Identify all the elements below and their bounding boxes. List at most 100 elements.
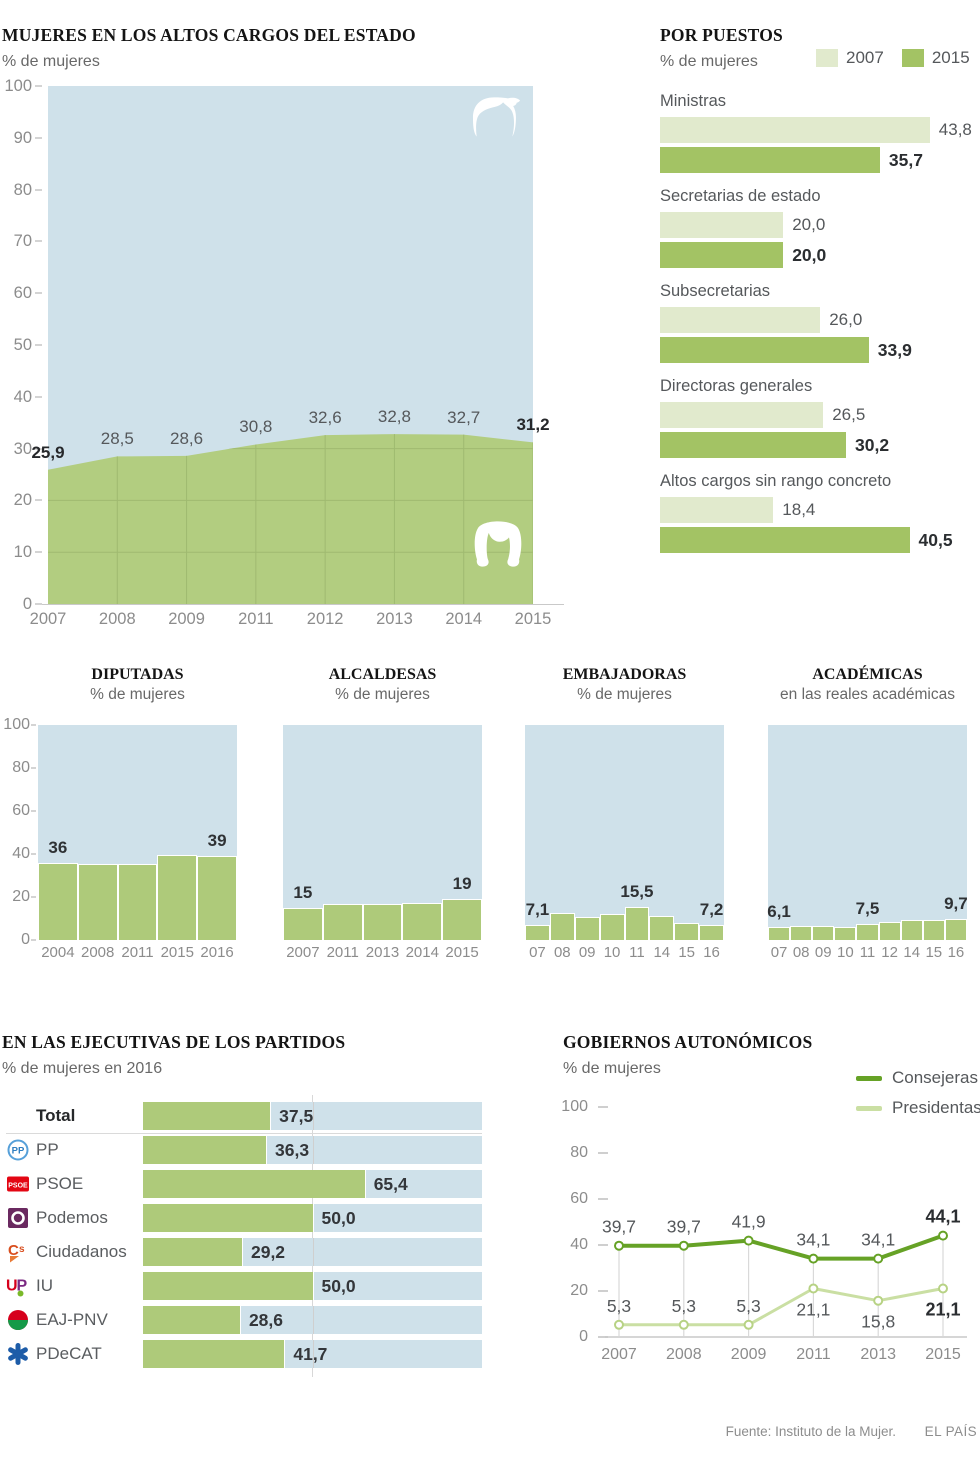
y-tick-label: 20 <box>12 888 30 905</box>
bar <box>768 926 791 940</box>
legend-item-presidentas: Presidentas <box>856 1098 980 1118</box>
bar-row: 30,2 <box>660 432 980 458</box>
y-tick-label: 20 <box>570 1282 588 1299</box>
bar-track: 29,2 <box>143 1238 482 1266</box>
no-icon <box>6 1104 36 1128</box>
legend-item-2007: 2007 <box>816 48 884 68</box>
bar-2007 <box>660 212 784 238</box>
bar-2007 <box>660 497 774 523</box>
svg-text:PP: PP <box>12 1146 25 1157</box>
bar <box>812 925 835 940</box>
y-tick-label: 80 <box>570 1144 588 1161</box>
area-chart-plot <box>48 86 533 604</box>
bar-value-label: 15 <box>293 882 313 902</box>
y-tick-mark <box>35 447 42 450</box>
bar-2015 <box>660 527 910 553</box>
x-tick-label: 2015 <box>925 1346 961 1363</box>
x-tick-label: 2007 <box>286 944 320 961</box>
bar-2007 <box>660 117 930 143</box>
bar-group: Secretarias de estado 20,0 20,0 <box>660 187 980 268</box>
bar-value: 65,4 <box>373 1174 408 1194</box>
x-tick-label: 2013 <box>365 944 400 961</box>
bar-2007 <box>660 307 821 333</box>
bars <box>768 725 967 940</box>
reference-line-50pct <box>312 1306 314 1334</box>
bar-plot-academicas: 6,1 7,5 9,7 <box>767 725 968 940</box>
bar-fill <box>143 1272 313 1300</box>
data-label: 31,2 <box>516 415 550 435</box>
grouped-bar-chart-por-puestos: Ministras 43,8 35,7 Secretarias de estado 20… <box>660 92 980 567</box>
legend-label-2015: 2015 <box>931 48 970 67</box>
bar <box>77 863 118 940</box>
bar-value: 26,0 <box>829 310 863 329</box>
x-tick-label: 2014 <box>445 610 483 628</box>
bar-fill <box>143 1204 313 1232</box>
svg-text:34,1: 34,1 <box>796 1230 830 1250</box>
reference-line-50pct <box>312 1238 314 1266</box>
bar-2015 <box>660 147 880 173</box>
bar-group: Ministras 43,8 35,7 <box>660 92 980 173</box>
x-tick-label: 2009 <box>168 610 205 628</box>
bar-row: 40,5 <box>660 527 980 553</box>
y-tick-mark <box>35 499 42 502</box>
y-tick-mark <box>31 939 36 941</box>
legend-gobiernos: Consejeras Presidentas <box>856 1068 980 1128</box>
bar-value-label: 7,5 <box>855 898 880 918</box>
bar <box>599 913 625 940</box>
bar-2015 <box>660 337 869 363</box>
y-tick-mark <box>31 810 36 812</box>
bar-value: 41,7 <box>293 1344 328 1364</box>
y-tick-label: 60 <box>13 284 32 303</box>
y-tick-mark <box>35 395 42 398</box>
x-tick-label: 15 <box>678 944 696 961</box>
reference-line-50pct <box>312 1272 314 1300</box>
bar-fill <box>143 1306 240 1334</box>
bar-value: 43,8 <box>938 120 972 139</box>
y-tick-label: 80 <box>12 759 30 776</box>
x-tick-label: 11 <box>859 944 876 961</box>
title-academicas: ACADÉMICAS <box>812 666 923 683</box>
title-gobiernos: GOBIERNOS AUTONÓMICOS <box>563 1032 813 1052</box>
title-alcaldesas: ALCALDESAS <box>328 666 437 683</box>
bar <box>790 926 813 940</box>
bar-row: 20,0 <box>660 212 980 238</box>
small-chart-alcaldesas: ALCALDESAS % de mujeres 15 19 2007 2011 201… <box>283 666 482 961</box>
bar-fill <box>143 1136 267 1164</box>
reference-line-50pct <box>312 1102 314 1130</box>
line-chart-canvas: 39,7 39,7 41,9 34,1 34,1 44,1 5,3 5,3 5,3 21,1 15,… <box>598 1106 967 1338</box>
bar <box>624 906 650 940</box>
bar-value-label: 7,1 <box>525 899 550 919</box>
bar-value: 50,0 <box>321 1208 356 1228</box>
bar-track: 41,7 <box>143 1340 482 1368</box>
x-tick-label: 12 <box>881 944 898 961</box>
y-tick-label: 0 <box>21 931 30 948</box>
bar <box>834 927 857 940</box>
bar-group: Directoras generales 26,5 30,2 <box>660 377 980 458</box>
bar-group: Subsecretarias 26,0 33,9 <box>660 282 980 363</box>
y-tick-label: 60 <box>570 1190 588 1207</box>
party-icon-eajpnv <box>6 1308 36 1332</box>
y-tick-mark <box>31 853 36 855</box>
legend-line-presidentas <box>856 1105 882 1111</box>
svg-text:44,1: 44,1 <box>925 1207 960 1227</box>
y-tick-label: 40 <box>570 1236 588 1253</box>
x-labels-academicas: 07 08 09 10 11 12 14 15 16 <box>768 944 967 961</box>
x-tick-label: 2011 <box>326 944 359 961</box>
bar-value-label: 39 <box>207 831 227 851</box>
legend-swatch-2007 <box>816 49 838 67</box>
bar-value-label: 6,1 <box>767 901 791 921</box>
x-tick-label: 16 <box>947 944 965 961</box>
x-tick-label: 2015 <box>160 944 194 961</box>
bar-row: 18,4 <box>660 497 980 523</box>
y-tick-label: 20 <box>13 491 32 510</box>
x-labels-alcaldesas: 2007 2011 2013 2014 2015 <box>283 944 482 961</box>
party-label: Podemos <box>36 1208 108 1227</box>
bars <box>38 725 237 940</box>
bar-value: 35,7 <box>888 149 923 170</box>
party-label: EAJ-PNV <box>36 1310 108 1329</box>
x-tick-label: 2008 <box>666 1346 702 1363</box>
party-icon-psoe: PSOE <box>6 1172 36 1196</box>
title-embajadoras: EMBAJADORAS <box>562 666 687 683</box>
x-tick-label: 2007 <box>601 1346 637 1363</box>
bar <box>922 919 945 940</box>
